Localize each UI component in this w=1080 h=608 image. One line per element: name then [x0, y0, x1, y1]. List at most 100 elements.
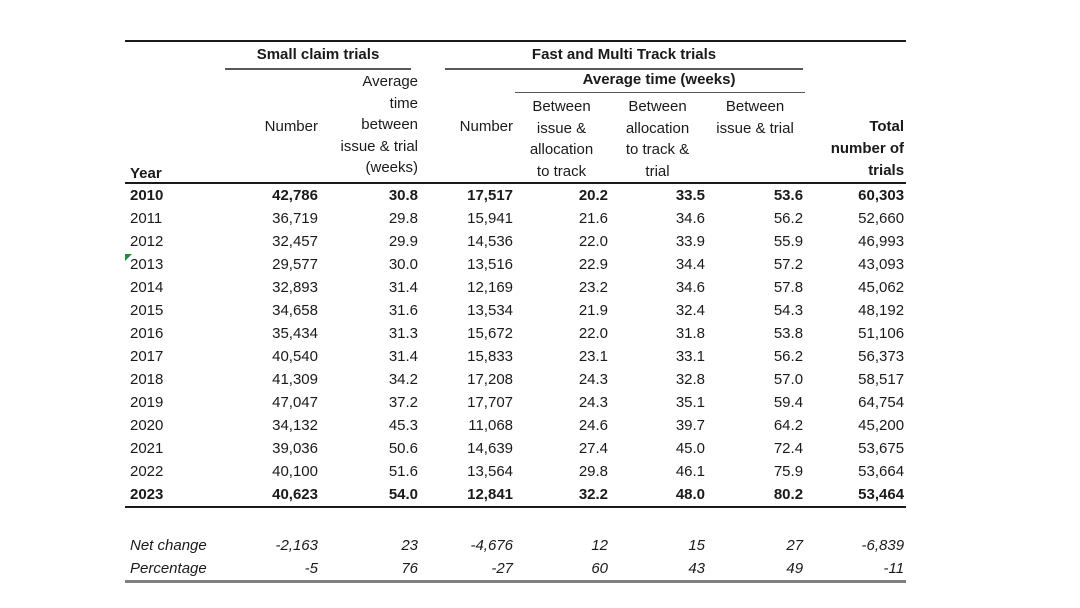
value-cell: 34.6	[675, 210, 706, 227]
value-cell: 14,536	[467, 233, 514, 250]
trials-statistics-table-wrap: Year Small claim trials Fast and Multi T…	[125, 40, 907, 583]
value-cell: 34.4	[675, 256, 706, 273]
table-row: 2022 40,100 51.6 13,564 29.8 46.1 75.9 5…	[125, 460, 906, 483]
value-cell: 60,303	[858, 187, 905, 204]
value-cell: 29.8	[388, 210, 419, 227]
value-cell: 22.0	[578, 233, 609, 250]
year-cell: 2020	[130, 417, 164, 434]
value-cell: 43,093	[858, 256, 905, 273]
value-cell: 51,106	[858, 325, 905, 342]
group-fast-multi-label: Fast and Multi Track trials	[445, 45, 804, 70]
value-cell: 48,192	[858, 302, 905, 319]
value-cell: -11	[805, 557, 907, 583]
trials-statistics-table: Year Small claim trials Fast and Multi T…	[125, 40, 907, 583]
value-cell: 27	[786, 537, 804, 554]
value-cell: 31.4	[388, 279, 419, 296]
value-cell: 33.1	[675, 348, 706, 365]
value-cell: 34,658	[272, 302, 318, 319]
value-cell: 57.8	[773, 279, 804, 296]
value-cell: 15,941	[467, 210, 514, 227]
table-row: 2017 40,540 31.4 15,833 23.1 33.1 56.2 5…	[125, 345, 906, 368]
group-small-claim-label: Small claim trials	[225, 45, 412, 70]
table-row: 2014 32,893 31.4 12,169 23.2 34.6 57.8 4…	[125, 276, 906, 299]
value-cell: 14,639	[467, 440, 514, 457]
year-cell: 2011	[130, 210, 163, 227]
value-cell: 15,672	[467, 325, 514, 342]
footer-label: Percentage	[125, 557, 225, 583]
value-cell: -4,676	[470, 537, 514, 554]
value-cell: 21.6	[578, 210, 609, 227]
value-cell: 54.3	[773, 302, 804, 319]
value-cell: 36,719	[272, 210, 318, 227]
value-cell: 31.6	[388, 302, 419, 319]
value-cell: 52,660	[858, 210, 905, 227]
year-cell: 2019	[130, 394, 164, 411]
header-group-small-claim: Small claim trials	[225, 41, 420, 70]
value-cell: 39.7	[675, 417, 706, 434]
value-cell: 32,893	[272, 279, 318, 296]
value-cell: 23.1	[578, 348, 609, 365]
spacer-row	[125, 507, 906, 534]
value-cell: 56.2	[773, 210, 804, 227]
table-row: 2015 34,658 31.6 13,534 21.9 32.4 54.3 4…	[125, 299, 906, 322]
value-cell: 56.2	[773, 348, 804, 365]
value-cell: 53,464	[805, 483, 907, 508]
header-sc-average-time: Average time between issue & trial (week…	[320, 70, 421, 184]
year-cell: 2018	[130, 371, 164, 388]
percentage-row: Percentage -5 76 -27 60 43 49 -11	[125, 557, 907, 583]
header-fm-number: Number	[420, 70, 516, 184]
table-row: 2020 34,132 45.3 11,068 24.6 39.7 64.2 4…	[125, 414, 906, 437]
value-cell: 35,434	[272, 325, 318, 342]
value-cell: 53,675	[858, 440, 905, 457]
value-cell: 31.4	[388, 348, 419, 365]
value-cell: 48.0	[610, 483, 708, 508]
value-cell: 41,309	[272, 371, 318, 388]
value-cell: 20.2	[578, 187, 609, 204]
value-cell: 33.9	[675, 233, 706, 250]
year-cell: 2012	[130, 233, 164, 250]
value-cell: 75.9	[773, 463, 804, 480]
value-cell: 13,516	[467, 256, 514, 273]
value-cell: 50.6	[388, 440, 419, 457]
table-row: 2021 39,036 50.6 14,639 27.4 45.0 72.4 5…	[125, 437, 906, 460]
header-year: Year	[125, 41, 225, 184]
value-cell: 59.4	[773, 394, 804, 411]
value-cell: 12,841	[420, 483, 516, 508]
value-cell: 22.0	[578, 325, 609, 342]
value-cell: 17,208	[467, 371, 514, 388]
value-cell: 54.0	[320, 483, 421, 508]
header-between-issue-allocation: Between issue & allocation to track	[515, 92, 611, 184]
table-row: 2018 41,309 34.2 17,208 24.3 32.8 57.0 5…	[125, 368, 906, 391]
year-cell: 2014	[130, 279, 164, 296]
value-cell: 32.4	[675, 302, 706, 319]
value-cell: 46,993	[858, 233, 905, 250]
value-cell: 43	[610, 557, 708, 583]
value-cell: 11,068	[468, 417, 514, 434]
value-cell: 45.3	[388, 417, 419, 434]
value-cell: 39,036	[272, 440, 318, 457]
value-cell: 53,664	[858, 463, 905, 480]
year-cell: 2016	[130, 325, 164, 342]
value-cell: 13,534	[467, 302, 514, 319]
cell-flag-indicator-icon	[125, 254, 132, 261]
value-cell: 57.0	[773, 371, 804, 388]
value-cell: 80.2	[707, 483, 806, 508]
value-cell: 40,540	[272, 348, 318, 365]
value-cell: 31.8	[675, 325, 706, 342]
value-cell: 13,564	[467, 463, 514, 480]
value-cell: 24.6	[578, 417, 609, 434]
header-between-allocation-trial: Between allocation to track & trial	[610, 92, 708, 184]
value-cell: 29.9	[388, 233, 419, 250]
value-cell: 29,577	[272, 256, 318, 273]
value-cell: 35.1	[675, 394, 706, 411]
value-cell: 33.5	[675, 187, 706, 204]
year-cell: 2023	[125, 483, 225, 508]
value-cell: 29.8	[578, 463, 609, 480]
header-sc-number: Number	[225, 70, 320, 184]
net-change-row: Net change -2,163 23 -4,676 12 15 27 -6,…	[125, 534, 906, 557]
value-cell: 49	[707, 557, 806, 583]
value-cell: 47,047	[272, 394, 318, 411]
value-cell: 23	[401, 537, 419, 554]
header-group-fast-multi: Fast and Multi Track trials	[420, 41, 805, 70]
